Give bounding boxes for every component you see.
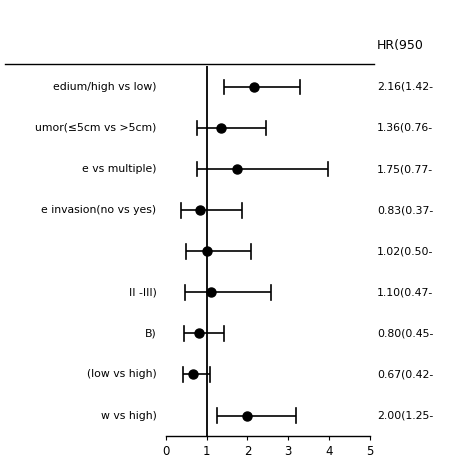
Text: 0.80(0.45-: 0.80(0.45- (377, 328, 433, 338)
Text: 0.67(0.42-: 0.67(0.42- (377, 369, 433, 380)
Text: 1.75(0.77-: 1.75(0.77- (377, 164, 433, 174)
Text: 2.16(1.42-: 2.16(1.42- (377, 82, 433, 92)
Text: 2.00(1.25-: 2.00(1.25- (377, 410, 433, 420)
Text: w vs high): w vs high) (100, 410, 156, 420)
Text: edium/high vs low): edium/high vs low) (53, 82, 156, 92)
Text: (low vs high): (low vs high) (87, 369, 156, 380)
Text: II -III): II -III) (128, 287, 156, 297)
Text: 1.36(0.76-: 1.36(0.76- (377, 123, 433, 133)
Text: 0.83(0.37-: 0.83(0.37- (377, 205, 433, 215)
Text: 1.10(0.47-: 1.10(0.47- (377, 287, 433, 297)
Text: 1.02(0.50-: 1.02(0.50- (377, 246, 433, 256)
Text: e invasion(no vs yes): e invasion(no vs yes) (41, 205, 156, 215)
Text: B): B) (145, 328, 156, 338)
Text: e vs multiple): e vs multiple) (82, 164, 156, 174)
Text: HR(950: HR(950 (377, 39, 424, 52)
Text: umor(≤5cm vs >5cm): umor(≤5cm vs >5cm) (35, 123, 156, 133)
